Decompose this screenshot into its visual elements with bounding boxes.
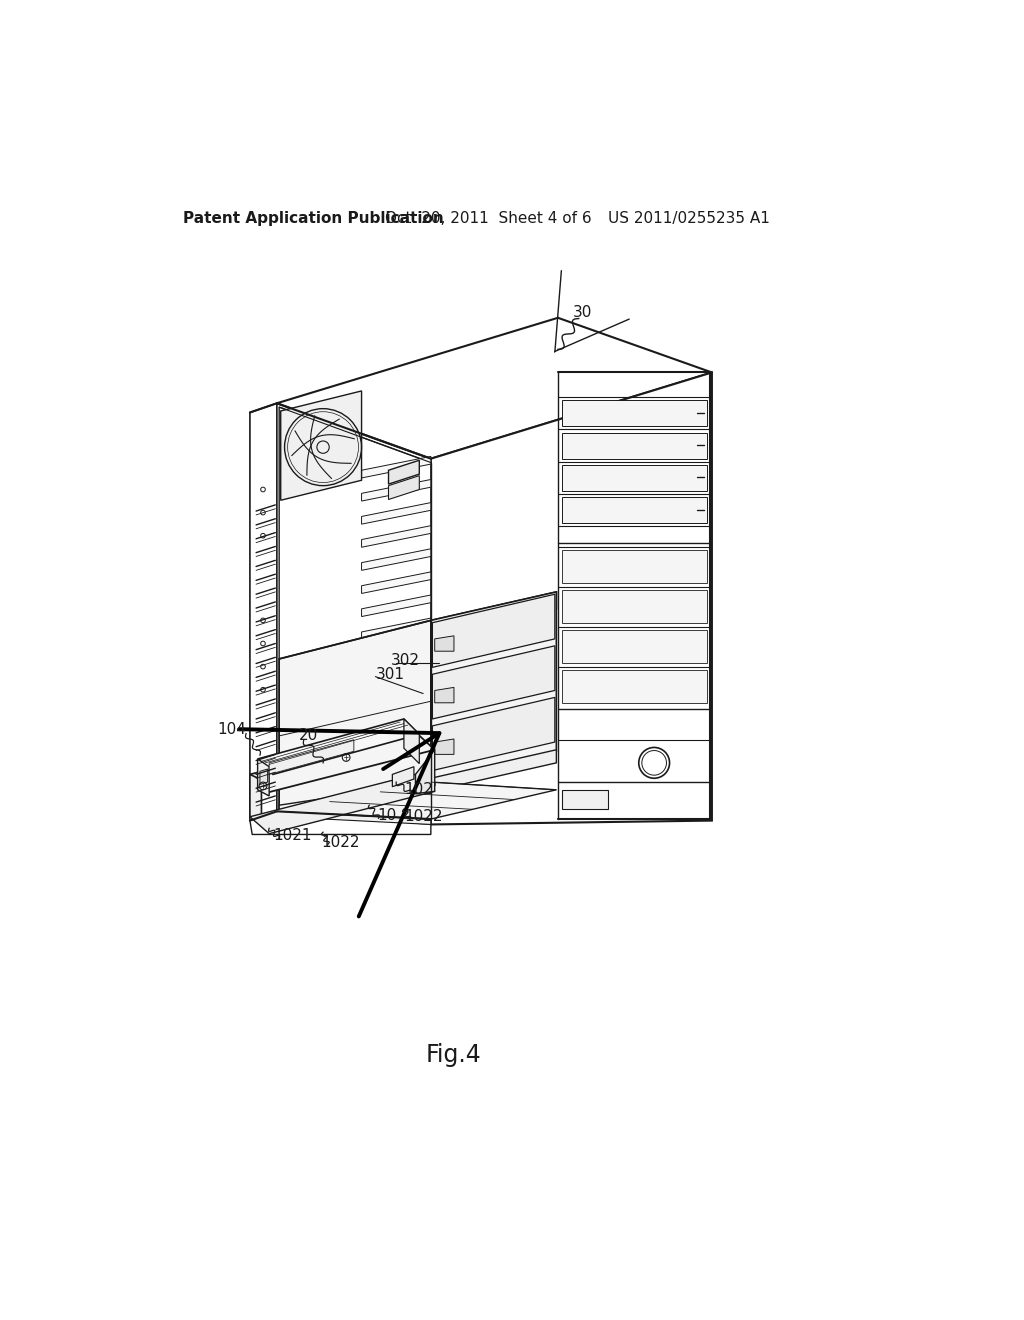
Text: 1022: 1022 (322, 834, 360, 850)
Text: Oct. 20, 2011  Sheet 4 of 6: Oct. 20, 2011 Sheet 4 of 6 (385, 211, 591, 226)
Polygon shape (562, 400, 707, 426)
Polygon shape (361, 525, 431, 548)
Polygon shape (431, 750, 556, 792)
Polygon shape (432, 645, 555, 719)
Text: Patent Application Publication: Patent Application Publication (183, 211, 443, 226)
Polygon shape (562, 549, 707, 582)
Polygon shape (258, 759, 269, 796)
Polygon shape (388, 461, 419, 484)
Polygon shape (416, 750, 435, 793)
Polygon shape (562, 669, 707, 702)
Text: 302: 302 (391, 653, 420, 668)
Polygon shape (361, 618, 431, 640)
Polygon shape (361, 664, 431, 686)
Polygon shape (280, 781, 556, 818)
Text: US 2011/0255235 A1: US 2011/0255235 A1 (608, 211, 770, 226)
Text: Fig.4: Fig.4 (426, 1043, 482, 1068)
Text: 102': 102' (403, 783, 437, 797)
Polygon shape (280, 812, 431, 825)
Polygon shape (280, 620, 431, 817)
Polygon shape (562, 433, 707, 459)
Polygon shape (258, 719, 419, 775)
Polygon shape (432, 594, 555, 668)
Polygon shape (435, 688, 454, 702)
Polygon shape (280, 407, 431, 818)
Polygon shape (562, 590, 707, 623)
Polygon shape (392, 767, 414, 787)
Text: 104: 104 (217, 722, 246, 738)
Polygon shape (281, 391, 361, 500)
Polygon shape (250, 812, 431, 834)
Polygon shape (403, 719, 419, 763)
Polygon shape (250, 733, 435, 792)
Polygon shape (435, 739, 454, 755)
Polygon shape (269, 739, 354, 775)
Polygon shape (432, 697, 555, 771)
Polygon shape (250, 775, 435, 834)
Polygon shape (562, 465, 707, 491)
Polygon shape (435, 636, 454, 651)
Polygon shape (562, 498, 707, 524)
Polygon shape (431, 591, 556, 638)
Text: 20: 20 (298, 729, 317, 743)
Text: 301: 301 (376, 667, 404, 682)
Polygon shape (260, 770, 267, 784)
Polygon shape (562, 630, 707, 663)
Polygon shape (361, 595, 431, 616)
Polygon shape (361, 479, 431, 502)
Text: 30: 30 (573, 305, 593, 319)
Text: 1021: 1021 (273, 829, 311, 843)
Polygon shape (431, 372, 712, 825)
Polygon shape (388, 475, 419, 499)
Polygon shape (276, 318, 712, 459)
Polygon shape (250, 404, 276, 821)
Polygon shape (431, 591, 556, 780)
Polygon shape (361, 642, 431, 663)
Polygon shape (361, 457, 431, 478)
Polygon shape (361, 549, 431, 570)
Polygon shape (250, 775, 261, 822)
Polygon shape (361, 572, 431, 594)
Text: 1022: 1022 (403, 809, 442, 824)
Polygon shape (361, 503, 431, 524)
Text: 10: 10 (377, 808, 396, 822)
Polygon shape (562, 789, 608, 809)
